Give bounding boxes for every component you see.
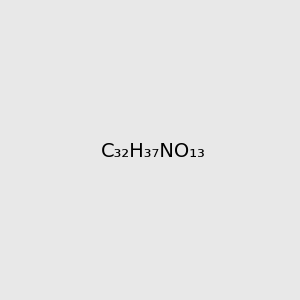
Text: C₃₂H₃₇NO₁₃: C₃₂H₃₇NO₁₃	[101, 142, 206, 161]
